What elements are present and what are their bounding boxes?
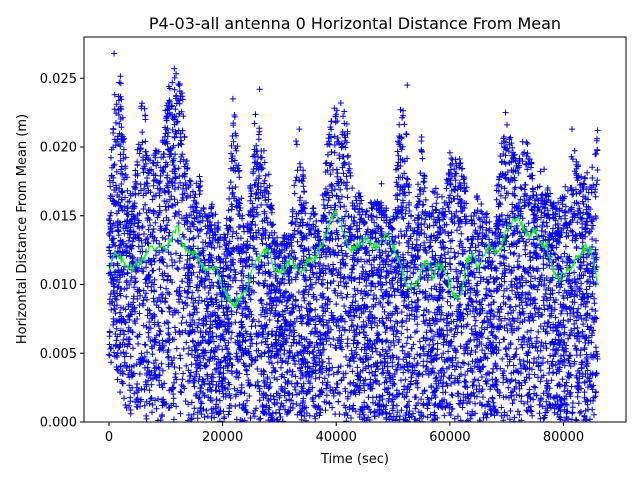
- scatter-points: [106, 50, 601, 422]
- y-tick-label: 0.000: [40, 416, 77, 431]
- y-tick-label: 0.005: [40, 347, 77, 362]
- y-tick-label: 0.015: [40, 209, 77, 224]
- x-tick-label: 40000: [316, 430, 357, 445]
- x-axis-label: Time (sec): [320, 452, 389, 467]
- chart-title: P4-03-all antenna 0 Horizontal Distance …: [149, 14, 561, 33]
- mean-line: [108, 209, 599, 310]
- scatter-series: [106, 50, 601, 422]
- x-tick-label: 60000: [429, 430, 470, 445]
- x-tick-label: 20000: [202, 430, 243, 445]
- mean-line-series: [108, 209, 599, 310]
- y-axis: 0.000 0.005 0.010 0.015 0.020 0.025: [40, 72, 84, 431]
- y-tick-label: 0.025: [40, 72, 77, 87]
- x-axis: 0 20000 40000 60000 80000: [105, 422, 584, 445]
- x-tick-label: 0: [105, 430, 113, 445]
- y-axis-label: Horizontal Distance From Mean (m): [15, 114, 30, 344]
- y-tick-label: 0.010: [40, 278, 77, 293]
- x-tick-label: 80000: [543, 430, 584, 445]
- plot-area: [83, 36, 627, 423]
- y-tick-label: 0.020: [40, 141, 77, 156]
- axes-frame: [83, 36, 627, 423]
